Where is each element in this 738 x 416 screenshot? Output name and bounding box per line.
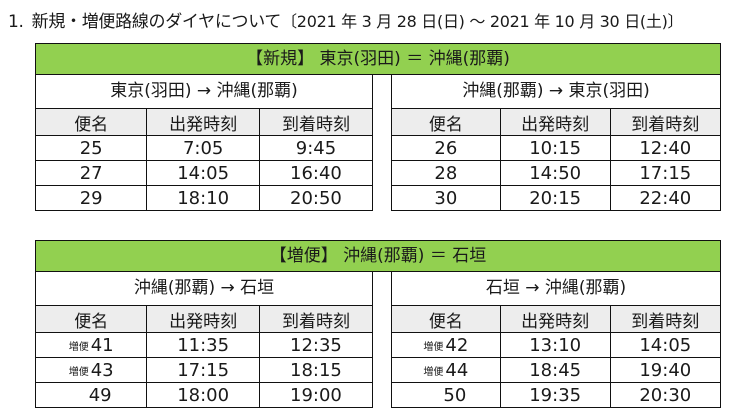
flight-number: 26 [392,135,501,161]
departure-time: 13:10 [499,332,611,358]
extra-flight-tag: 増便 [423,341,444,353]
table-row: 増便 43 17:15 18:15 [36,357,372,383]
departure-time: 18:45 [499,357,611,383]
departure-time: 18:00 [146,382,260,408]
flight-number: 増便 44 [392,357,501,383]
route-direction: 石垣 → 沖縄(那覇) [392,272,720,306]
departure-time: 11:35 [146,332,260,358]
flight-number: 50 [392,382,501,408]
table-row: 増便 44 18:45 19:40 [392,357,720,383]
outbound-timetable: 東京(羽田) → 沖縄(那覇) 便名 出発時刻 到着時刻 25 7:05 9:4… [35,75,373,211]
departure-time: 20:15 [499,185,611,211]
timetable-new-route: 【新規】 東京(羽田) ＝ 沖縄(那覇) 東京(羽田) → 沖縄(那覇) 便名 … [35,43,721,211]
extra-flight-tag: 増便 [423,366,444,378]
col-flight: 便名 [36,109,147,136]
outbound-timetable: 沖縄(那覇) → 石垣 便名 出発時刻 到着時刻 増便 41 11:35 12:3… [35,272,373,408]
arrival-time: 16:40 [258,160,372,186]
schedule-table: 便名 出発時刻 到着時刻 25 7:05 9:45 27 14:05 16:40… [36,109,372,211]
col-departure: 出発時刻 [146,306,260,333]
arrival-time: 19:00 [258,382,372,408]
col-departure: 出発時刻 [146,109,260,136]
flight-number: 29 [36,185,147,211]
arrival-time: 14:05 [609,332,720,358]
table-row: 50 19:35 20:30 [392,382,720,408]
section-title: 1. 新規・増便路線のダイヤについて〔2021 年 3 月 28 日(日) ～ 2… [8,10,684,34]
table-row: 増便 42 13:10 14:05 [392,332,720,358]
service-period: 〔2021 年 3 月 28 日(日) ～ 2021 年 10 月 30 日(土… [281,12,684,31]
flight-number: 30 [392,185,501,211]
arrival-time: 9:45 [258,135,372,161]
arrival-time: 12:35 [258,332,372,358]
inbound-timetable: 沖縄(那覇) → 東京(羽田) 便名 出発時刻 到着時刻 26 10:15 12… [391,75,721,211]
table-row: 29 18:10 20:50 [36,185,372,211]
col-arrival: 到着時刻 [258,109,372,136]
route-direction: 沖縄(那覇) → 石垣 [36,272,372,306]
table-row: 26 10:15 12:40 [392,135,720,161]
header-row: 便名 出発時刻 到着時刻 [392,306,720,333]
route-banner: 【増便】 沖縄(那覇) ＝ 石垣 [35,240,721,272]
table-row: 30 20:15 22:40 [392,185,720,211]
arrival-time: 19:40 [609,357,720,383]
arrival-time: 17:15 [609,160,720,186]
arrival-time: 18:15 [258,357,372,383]
flight-number: 増便 43 [36,357,147,383]
arrival-time: 20:30 [609,382,720,408]
header-row: 便名 出発時刻 到着時刻 [36,306,372,333]
arrival-time: 20:50 [258,185,372,211]
departure-time: 17:15 [146,357,260,383]
schedule-table: 便名 出発時刻 到着時刻 26 10:15 12:40 28 14:50 17:… [392,109,720,211]
table-row: 増便 41 11:35 12:35 [36,332,372,358]
schedule-table: 便名 出発時刻 到着時刻 増便 42 13:10 14:05 増便 44 18:45… [392,306,720,408]
section-number: 1. [8,12,24,32]
col-arrival: 到着時刻 [609,306,720,333]
extra-flight-tag: 増便 [68,341,89,353]
col-flight: 便名 [392,306,501,333]
schedule-table: 便名 出発時刻 到着時刻 増便 41 11:35 12:35 増便 43 17:15… [36,306,372,408]
departure-time: 14:05 [146,160,260,186]
flight-number: 49 [36,382,147,408]
flight-number: 28 [392,160,501,186]
timetable-extra-flights: 【増便】 沖縄(那覇) ＝ 石垣 沖縄(那覇) → 石垣 便名 出発時刻 到着時… [35,240,721,408]
flight-number: 増便 41 [36,332,147,358]
departure-time: 18:10 [146,185,260,211]
departure-time: 19:35 [499,382,611,408]
col-flight: 便名 [392,109,501,136]
col-departure: 出発時刻 [499,306,611,333]
table-row: 27 14:05 16:40 [36,160,372,186]
col-flight: 便名 [36,306,147,333]
departure-time: 10:15 [499,135,611,161]
section-heading: 新規・増便路線のダイヤについて [31,12,282,32]
route-direction: 沖縄(那覇) → 東京(羽田) [392,75,720,109]
inbound-timetable: 石垣 → 沖縄(那覇) 便名 出発時刻 到着時刻 増便 42 13:10 14:0… [391,272,721,408]
departure-time: 7:05 [146,135,260,161]
extra-flight-tag: 増便 [68,366,89,378]
route-banner: 【新規】 東京(羽田) ＝ 沖縄(那覇) [35,43,721,75]
header-row: 便名 出発時刻 到着時刻 [392,109,720,136]
table-row: 49 18:00 19:00 [36,382,372,408]
column-gap [373,272,391,408]
arrival-time: 22:40 [609,185,720,211]
flight-number: 27 [36,160,147,186]
flight-number: 25 [36,135,147,161]
flight-number: 増便 42 [392,332,501,358]
departure-time: 14:50 [499,160,611,186]
col-arrival: 到着時刻 [258,306,372,333]
arrival-time: 12:40 [609,135,720,161]
table-row: 25 7:05 9:45 [36,135,372,161]
column-gap [373,75,391,211]
table-row: 28 14:50 17:15 [392,160,720,186]
col-departure: 出発時刻 [499,109,611,136]
col-arrival: 到着時刻 [609,109,720,136]
route-direction: 東京(羽田) → 沖縄(那覇) [36,75,372,109]
header-row: 便名 出発時刻 到着時刻 [36,109,372,136]
